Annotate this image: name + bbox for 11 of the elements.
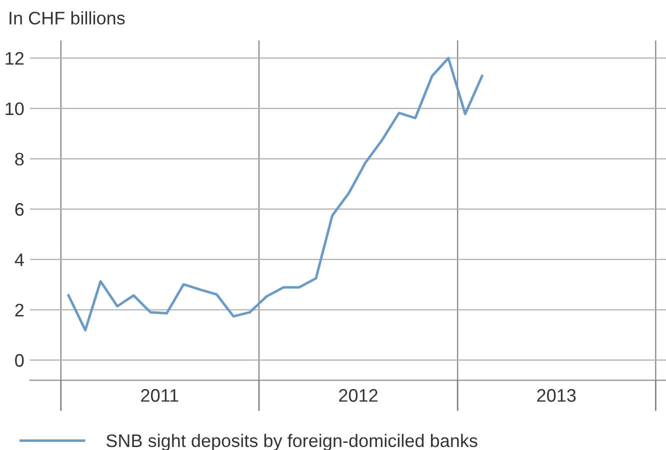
y-tick-label: 8: [15, 152, 24, 166]
y-tick-label: 0: [15, 354, 24, 367]
y-tick-label: 10: [6, 102, 24, 116]
y-tick-label: 2: [15, 304, 24, 316]
y-tick-label: 12: [6, 52, 24, 65]
y-tick-label: 4: [14, 254, 24, 266]
x-tick-label: 2013: [537, 389, 576, 402]
y-axis-title: In CHF billions: [10, 11, 125, 25]
y-tick-label: 6: [15, 203, 24, 216]
x-tick-label: 2012: [339, 389, 378, 402]
x-tick-label: 2011: [141, 389, 178, 402]
